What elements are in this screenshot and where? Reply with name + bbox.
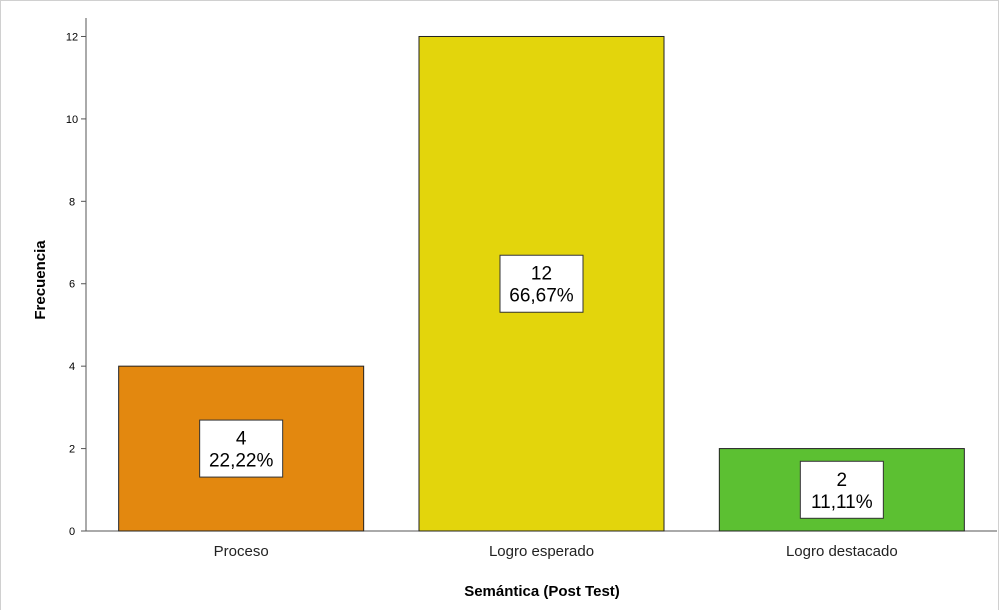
data-label-percent: 66,67%: [509, 286, 574, 307]
y-tick-label: 8: [69, 196, 75, 208]
data-label-count: 12: [531, 264, 552, 285]
y-tick-label: 6: [69, 279, 75, 291]
y-tick-label: 4: [69, 361, 75, 373]
data-label-count: 4: [236, 429, 247, 450]
x-axis-title: Semántica (Post Test): [464, 583, 620, 600]
y-tick-label: 2: [69, 444, 75, 456]
x-tick-label: Logro esperado: [489, 543, 594, 560]
y-tick-label: 12: [66, 31, 78, 43]
y-tick-label: 0: [69, 526, 75, 538]
y-tick-label: 10: [66, 114, 78, 126]
x-tick-label: Proceso: [214, 543, 269, 560]
data-label-percent: 22,22%: [209, 451, 274, 472]
y-axis-title: Frecuencia: [32, 240, 49, 320]
data-label-count: 2: [837, 470, 848, 491]
x-tick-label: Logro destacado: [786, 543, 898, 560]
data-label-percent: 11,11%: [811, 492, 873, 513]
data-label-box: [499, 254, 584, 313]
data-label-box: [199, 419, 284, 478]
data-label-box: [799, 460, 884, 519]
